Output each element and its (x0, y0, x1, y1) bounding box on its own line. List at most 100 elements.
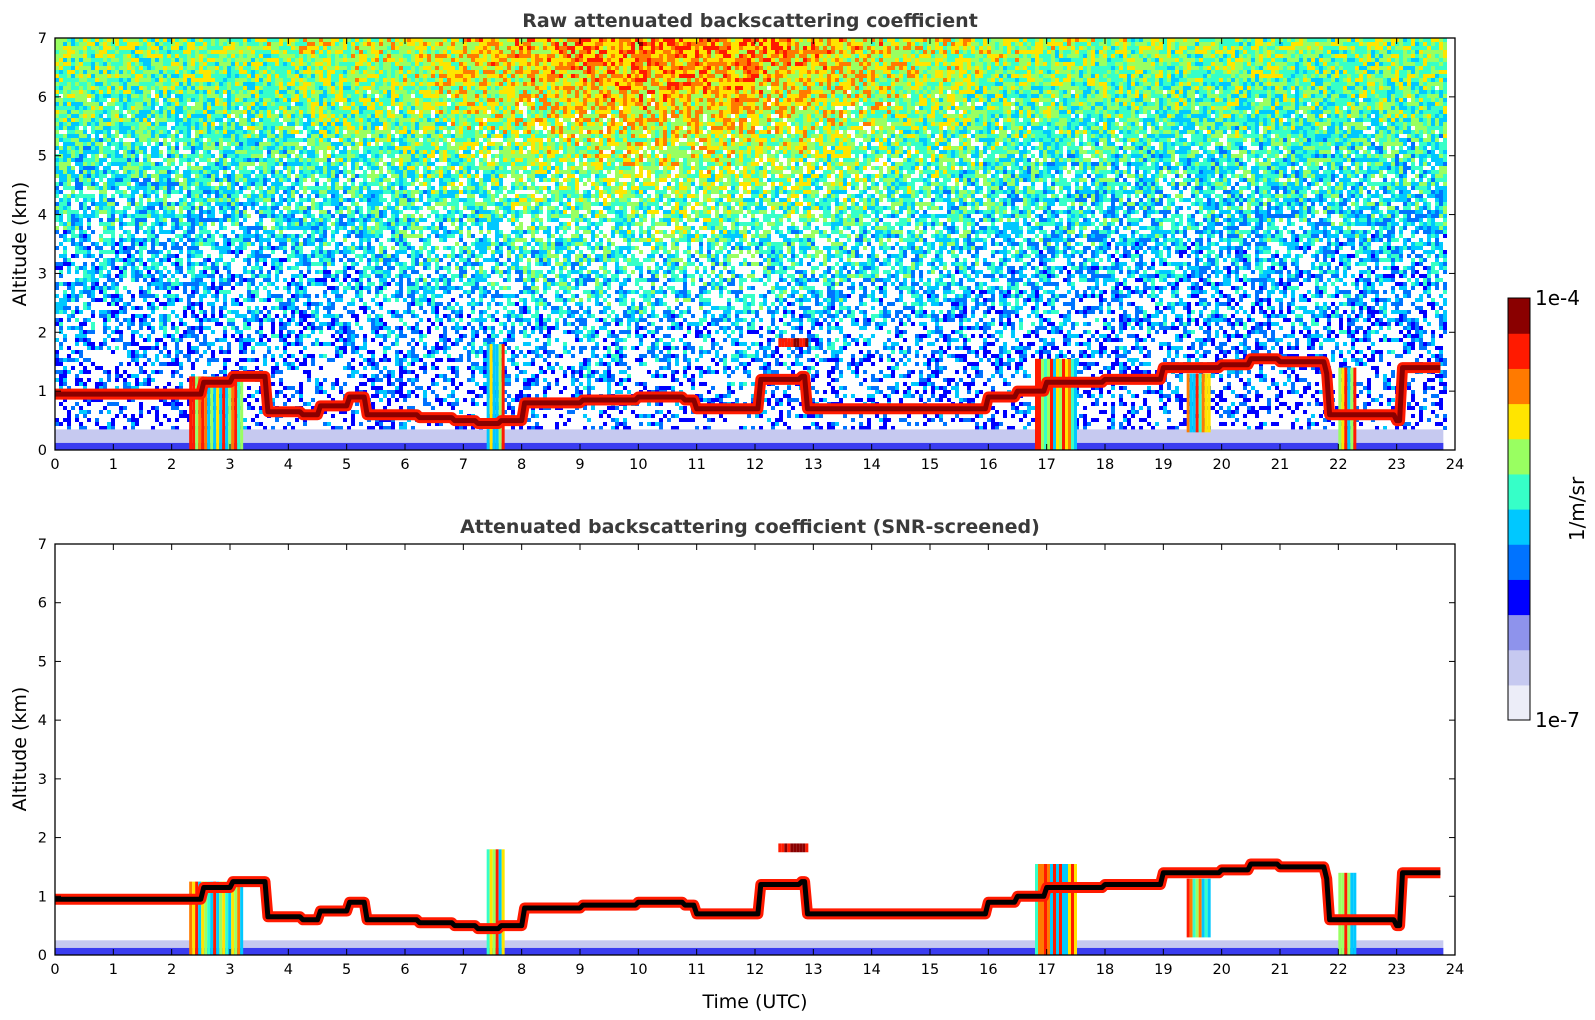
x-tick-label: 18 (1096, 457, 1114, 473)
x-tick-label: 20 (1212, 962, 1230, 978)
x-tick-label: 12 (746, 457, 764, 473)
x-tick-label: 22 (1329, 962, 1347, 978)
x-tick-label: 5 (342, 457, 351, 473)
x-tick-label: 24 (1446, 962, 1464, 978)
feature-precipitation (1187, 373, 1211, 432)
x-tick-label: 11 (687, 457, 705, 473)
x-tick-label: 4 (284, 457, 293, 473)
feature-cloud (778, 338, 808, 347)
colorbar-step (1508, 298, 1530, 334)
x-tick-label: 11 (687, 962, 705, 978)
x-tick-label: 0 (50, 962, 59, 978)
x-tick-label: 5 (342, 962, 351, 978)
x-tick-label: 16 (979, 457, 997, 473)
x-tick-label: 7 (459, 457, 468, 473)
colorbar-step (1508, 368, 1530, 404)
x-tick-label: 19 (1154, 962, 1172, 978)
x-tick-label: 0 (50, 457, 59, 473)
colorbar-step (1508, 650, 1530, 686)
colorbar-unit-label: 1/m/sr (1565, 476, 1589, 541)
x-tick-label: 20 (1212, 457, 1230, 473)
y-tick-label: 2 (38, 831, 47, 847)
x-tick-label: 13 (804, 962, 822, 978)
x-tick-label: 21 (1271, 962, 1289, 978)
x-tick-label: 10 (629, 457, 647, 473)
feature-precipitation (1035, 359, 1077, 450)
x-tick-label: 2 (167, 457, 176, 473)
x-tick-label: 7 (459, 962, 468, 978)
y-tick-label: 6 (38, 596, 47, 612)
x-tick-label: 13 (804, 457, 822, 473)
feature-cloud (778, 843, 808, 852)
x-tick-label: 23 (1387, 457, 1405, 473)
feature-precipitation (1187, 879, 1211, 938)
colorbar-step (1508, 474, 1530, 510)
x-tick-label: 14 (862, 457, 880, 473)
y-tick-label: 0 (38, 948, 47, 964)
x-tick-label: 8 (517, 962, 526, 978)
y-tick-label: 5 (38, 149, 47, 165)
feature-precipitation (487, 849, 505, 955)
y-axis-label: Altitude (km) (9, 687, 31, 812)
ground-layer (55, 948, 1443, 955)
y-tick-label: 5 (38, 654, 47, 670)
y-tick-label: 1 (38, 384, 47, 400)
x-tick-label: 12 (746, 962, 764, 978)
colorbar-step (1508, 685, 1530, 721)
colorbar-min-label: 1e-7 (1535, 708, 1580, 732)
x-tick-label: 3 (225, 962, 234, 978)
y-tick-label: 1 (38, 889, 47, 905)
x-tick-label: 9 (575, 457, 584, 473)
x-tick-label: 23 (1387, 962, 1405, 978)
colorbar-step (1508, 333, 1530, 369)
colorbar-max-label: 1e-4 (1535, 286, 1580, 310)
y-tick-label: 3 (38, 266, 47, 282)
panel-title: Raw attenuated backscattering coefficien… (522, 10, 978, 32)
x-axis-label: Time (UTC) (701, 991, 807, 1013)
y-tick-label: 2 (38, 325, 47, 341)
heatmap-area (55, 38, 1447, 450)
x-tick-label: 22 (1329, 457, 1347, 473)
colorbar-step (1508, 615, 1530, 651)
panel-raw-backscatter: Raw attenuated backscattering coefficien… (9, 10, 1464, 473)
x-tick-label: 4 (284, 962, 293, 978)
y-tick-label: 7 (38, 31, 47, 47)
y-tick-label: 3 (38, 772, 47, 788)
colorbar: 1e-4 1e-7 1/m/sr (1508, 286, 1589, 732)
y-tick-label: 7 (38, 537, 47, 553)
feature-precipitation (1035, 864, 1077, 955)
colorbar-step (1508, 509, 1530, 545)
panel-title: Attenuated backscattering coefficient (S… (460, 516, 1040, 538)
feature-precipitation (1338, 368, 1356, 450)
feature-precipitation (487, 344, 505, 450)
x-tick-label: 3 (225, 457, 234, 473)
y-tick-label: 4 (38, 713, 47, 729)
x-tick-label: 16 (979, 962, 997, 978)
y-axis-label: Altitude (km) (9, 182, 31, 307)
feature-precipitation (1338, 873, 1356, 955)
x-tick-label: 15 (921, 962, 939, 978)
x-tick-label: 6 (400, 457, 409, 473)
x-tick-label: 9 (575, 962, 584, 978)
y-tick-label: 0 (38, 443, 47, 459)
colorbar-step (1508, 544, 1530, 580)
y-tick-label: 6 (38, 90, 47, 106)
colorbar-step (1508, 579, 1530, 615)
heatmap-area (55, 843, 1443, 955)
y-tick-label: 4 (38, 208, 47, 224)
colorbar-step (1508, 404, 1530, 440)
x-tick-label: 6 (400, 962, 409, 978)
x-tick-label: 8 (517, 457, 526, 473)
cloud-layer-halo (55, 864, 1440, 929)
x-tick-label: 19 (1154, 457, 1172, 473)
x-tick-label: 14 (862, 962, 880, 978)
panel-snr-screened: Attenuated backscattering coefficient (S… (9, 516, 1464, 1013)
x-tick-label: 2 (167, 962, 176, 978)
colorbar-step (1508, 439, 1530, 475)
x-tick-label: 17 (1037, 457, 1055, 473)
colorbar-gradient (1508, 298, 1530, 721)
x-tick-label: 24 (1446, 457, 1464, 473)
x-tick-label: 18 (1096, 962, 1114, 978)
ground-layer (55, 443, 1443, 450)
